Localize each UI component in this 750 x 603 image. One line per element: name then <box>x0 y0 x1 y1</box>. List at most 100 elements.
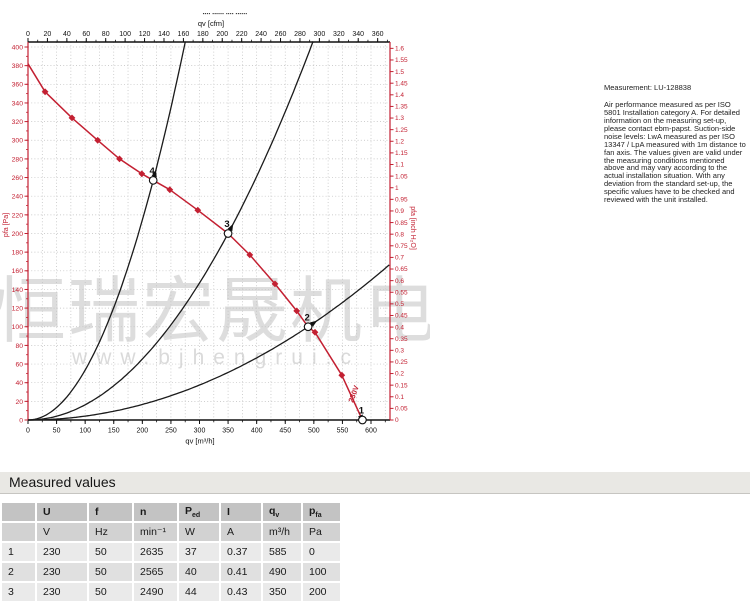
svg-text:0.95: 0.95 <box>395 197 408 204</box>
svg-text:380: 380 <box>12 63 24 70</box>
value-cell: 2565 <box>134 563 177 581</box>
svg-text:360: 360 <box>372 31 384 38</box>
svg-text:0.1: 0.1 <box>395 394 404 401</box>
svg-text:200: 200 <box>136 428 148 435</box>
svg-text:0.7: 0.7 <box>395 255 404 262</box>
svg-text:260: 260 <box>275 31 287 38</box>
svg-text:40: 40 <box>63 31 71 38</box>
unit-cell: m³/h <box>263 523 301 541</box>
unit-cell: Pa <box>303 523 340 541</box>
svg-text:60: 60 <box>15 361 23 368</box>
value-cell: 350 <box>263 583 301 601</box>
svg-text:0: 0 <box>26 31 30 38</box>
operating-point-marker <box>223 229 233 238</box>
svg-text:240: 240 <box>12 194 24 201</box>
column-header: I <box>221 503 261 521</box>
value-cell: 490 <box>263 563 301 581</box>
table-row: 3 230 50 2490 44 0.43 350 200 <box>2 583 340 601</box>
column-header: f <box>89 503 132 521</box>
svg-text:0.3: 0.3 <box>395 348 404 355</box>
svg-text:1.45: 1.45 <box>395 80 408 87</box>
svg-text:160: 160 <box>178 31 190 38</box>
value-cell: 2 <box>2 563 35 581</box>
svg-text:20: 20 <box>44 31 52 38</box>
unit-cell: A <box>221 523 261 541</box>
value-cell: 100 <box>303 563 340 581</box>
svg-text:0.65: 0.65 <box>395 266 408 273</box>
svg-text:280: 280 <box>12 156 24 163</box>
svg-text:0.25: 0.25 <box>395 359 408 366</box>
section-title: Measured values <box>0 472 750 494</box>
column-header: n <box>134 503 177 521</box>
svg-text:120: 120 <box>139 31 151 38</box>
svg-text:0.15: 0.15 <box>395 382 408 389</box>
operating-point-marker <box>303 322 313 332</box>
svg-text:1.4: 1.4 <box>395 92 404 99</box>
svg-text:220: 220 <box>236 31 248 38</box>
curve-marker <box>116 155 123 163</box>
svg-text:220: 220 <box>12 212 24 219</box>
unit-cell: W <box>179 523 219 541</box>
curve-marker <box>293 307 301 315</box>
svg-text:200: 200 <box>216 31 228 38</box>
svg-text:160: 160 <box>12 268 24 275</box>
svg-text:0.85: 0.85 <box>395 220 408 227</box>
svg-text:1.3: 1.3 <box>395 115 404 122</box>
svg-text:200: 200 <box>12 231 24 238</box>
operating-points: 1 2 3 4 <box>148 166 367 425</box>
svg-text:0.5: 0.5 <box>395 301 404 308</box>
svg-text:340: 340 <box>12 100 24 107</box>
curve-marker <box>94 136 102 144</box>
svg-text:40: 40 <box>15 380 23 387</box>
curve-marker <box>138 170 146 178</box>
value-cell: 200 <box>303 583 340 601</box>
unit-cell: min⁻¹ <box>134 523 177 541</box>
value-cell: 230 <box>37 563 87 581</box>
svg-text:0.45: 0.45 <box>395 313 408 320</box>
column-header: U <box>37 503 87 521</box>
value-cell: 37 <box>179 543 219 561</box>
svg-text:0.05: 0.05 <box>395 406 408 413</box>
curve-marker <box>246 251 254 259</box>
svg-text:120: 120 <box>12 306 24 313</box>
svg-text:0.8: 0.8 <box>395 231 404 238</box>
value-cell: 50 <box>89 563 132 581</box>
unit-cell: Hz <box>89 523 132 541</box>
svg-text:180: 180 <box>197 31 209 38</box>
value-cell: 230 <box>37 583 87 601</box>
operating-point-number: 1 <box>359 406 365 417</box>
svg-text:320: 320 <box>12 119 24 126</box>
chart-micro-title: ▪▪▪▪ ▪▪▪▪▪▪ ▪▪▪▪ ▪▪▪▪▪▪ <box>203 11 248 16</box>
value-cell: 2635 <box>134 543 177 561</box>
value-cell: 3 <box>2 583 35 601</box>
svg-text:320: 320 <box>333 31 345 38</box>
svg-text:240: 240 <box>255 31 267 38</box>
svg-text:0.75: 0.75 <box>395 243 408 250</box>
svg-text:60: 60 <box>82 31 90 38</box>
system-curve <box>28 41 314 421</box>
svg-text:1.55: 1.55 <box>395 57 408 64</box>
svg-text:80: 80 <box>15 343 23 350</box>
svg-text:1.05: 1.05 <box>395 173 408 180</box>
svg-text:400: 400 <box>12 44 24 51</box>
svg-text:150: 150 <box>108 428 120 435</box>
right-axis-label: pfa [inch H₂O] <box>409 206 416 250</box>
svg-text:300: 300 <box>314 31 326 38</box>
value-cell: 50 <box>89 583 132 601</box>
measurement-id: Measurement: LU-128838 <box>604 83 692 92</box>
svg-text:0: 0 <box>19 417 23 424</box>
svg-text:400: 400 <box>251 428 263 435</box>
svg-text:0: 0 <box>26 428 30 435</box>
value-cell: 1 <box>2 543 35 561</box>
svg-text:140: 140 <box>12 287 24 294</box>
svg-text:600: 600 <box>365 428 377 435</box>
svg-text:450: 450 <box>279 428 291 435</box>
curve-marker <box>194 206 202 214</box>
value-cell: 0 <box>303 543 340 561</box>
operating-point-marker <box>148 175 158 185</box>
